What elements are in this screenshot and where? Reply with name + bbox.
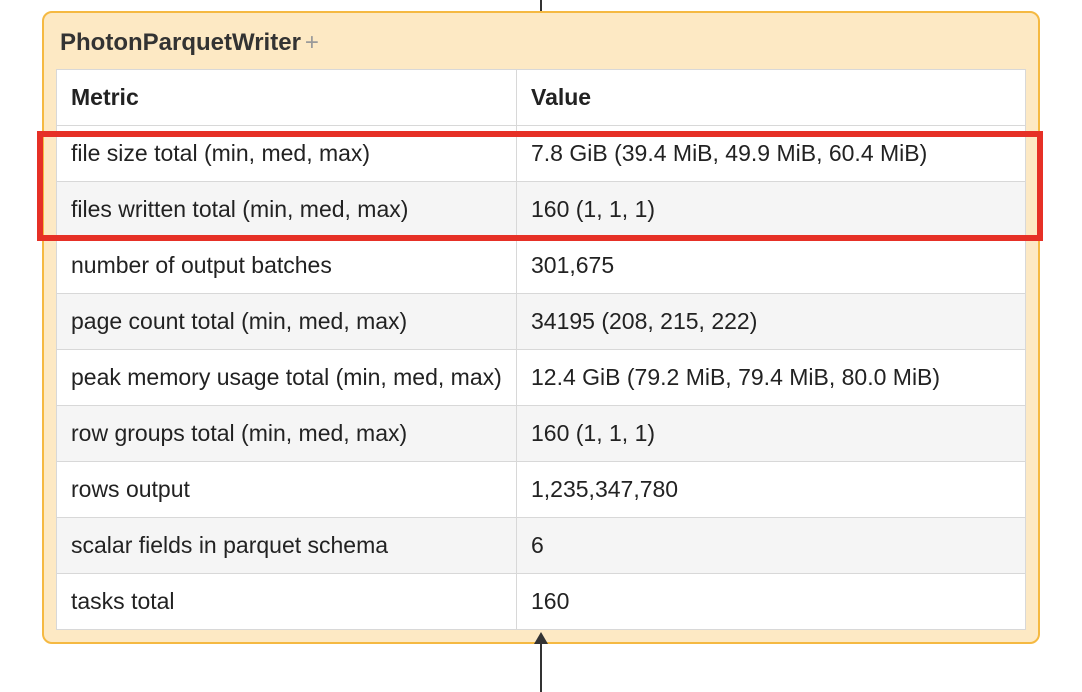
table-row: page count total (min, med, max) 34195 (… bbox=[57, 294, 1026, 350]
metric-value: 6 bbox=[517, 518, 1026, 574]
metric-value: 7.8 GiB (39.4 MiB, 49.9 MiB, 60.4 MiB) bbox=[517, 126, 1026, 182]
table-row: rows output 1,235,347,780 bbox=[57, 462, 1026, 518]
metric-value: 160 (1, 1, 1) bbox=[517, 182, 1026, 238]
table-header-row: Metric Value bbox=[57, 70, 1026, 126]
metric-name: peak memory usage total (min, med, max) bbox=[57, 350, 517, 406]
metric-name: file size total (min, med, max) bbox=[57, 126, 517, 182]
panel-title-row: PhotonParquetWriter+ bbox=[56, 25, 1026, 69]
metric-value: 301,675 bbox=[517, 238, 1026, 294]
column-header-value: Value bbox=[517, 70, 1026, 126]
metric-name: number of output batches bbox=[57, 238, 517, 294]
metric-value: 12.4 GiB (79.2 MiB, 79.4 MiB, 80.0 MiB) bbox=[517, 350, 1026, 406]
metric-name: tasks total bbox=[57, 574, 517, 630]
metric-name: files written total (min, med, max) bbox=[57, 182, 517, 238]
metric-name: scalar fields in parquet schema bbox=[57, 518, 517, 574]
table-row: files written total (min, med, max) 160 … bbox=[57, 182, 1026, 238]
table-row: tasks total 160 bbox=[57, 574, 1026, 630]
metric-value: 34195 (208, 215, 222) bbox=[517, 294, 1026, 350]
metric-value: 1,235,347,780 bbox=[517, 462, 1026, 518]
metric-name: row groups total (min, med, max) bbox=[57, 406, 517, 462]
metric-name: rows output bbox=[57, 462, 517, 518]
metrics-table: Metric Value file size total (min, med, … bbox=[56, 69, 1026, 630]
arrowhead-icon bbox=[534, 632, 548, 644]
connector-line-bottom bbox=[540, 642, 542, 692]
metric-value: 160 bbox=[517, 574, 1026, 630]
connector-line-top bbox=[540, 0, 542, 11]
table-row: file size total (min, med, max) 7.8 GiB … bbox=[57, 126, 1026, 182]
table-row: number of output batches 301,675 bbox=[57, 238, 1026, 294]
metric-value: 160 (1, 1, 1) bbox=[517, 406, 1026, 462]
table-row: peak memory usage total (min, med, max) … bbox=[57, 350, 1026, 406]
metric-name: page count total (min, med, max) bbox=[57, 294, 517, 350]
table-row: scalar fields in parquet schema 6 bbox=[57, 518, 1026, 574]
table-row: row groups total (min, med, max) 160 (1,… bbox=[57, 406, 1026, 462]
expand-icon[interactable]: + bbox=[305, 29, 319, 56]
panel-title: PhotonParquetWriter bbox=[60, 29, 301, 56]
operator-panel: PhotonParquetWriter+ Metric Value file s… bbox=[42, 11, 1040, 644]
column-header-metric: Metric bbox=[57, 70, 517, 126]
